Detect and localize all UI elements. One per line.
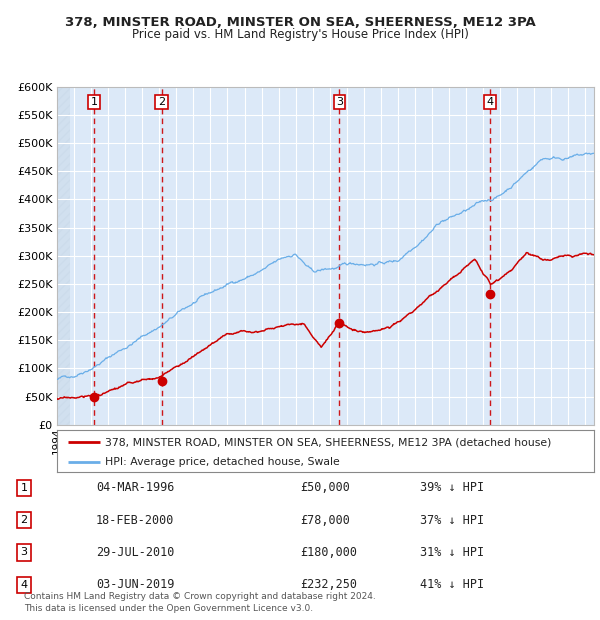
Text: 3: 3 [20,547,28,557]
Text: 39% ↓ HPI: 39% ↓ HPI [420,482,484,494]
Text: 378, MINSTER ROAD, MINSTER ON SEA, SHEERNESS, ME12 3PA (detached house): 378, MINSTER ROAD, MINSTER ON SEA, SHEER… [106,437,552,447]
Text: 1: 1 [91,97,97,107]
Text: HPI: Average price, detached house, Swale: HPI: Average price, detached house, Swal… [106,457,340,467]
Text: £232,250: £232,250 [300,578,357,591]
Text: £50,000: £50,000 [300,482,350,494]
Text: 31% ↓ HPI: 31% ↓ HPI [420,546,484,559]
Text: 29-JUL-2010: 29-JUL-2010 [96,546,175,559]
Text: 2: 2 [20,515,28,525]
Text: 4: 4 [20,580,28,590]
Text: 41% ↓ HPI: 41% ↓ HPI [420,578,484,591]
Text: 18-FEB-2000: 18-FEB-2000 [96,514,175,526]
Text: 378, MINSTER ROAD, MINSTER ON SEA, SHEERNESS, ME12 3PA: 378, MINSTER ROAD, MINSTER ON SEA, SHEER… [65,16,535,29]
Text: 03-JUN-2019: 03-JUN-2019 [96,578,175,591]
Text: £180,000: £180,000 [300,546,357,559]
Text: Price paid vs. HM Land Registry's House Price Index (HPI): Price paid vs. HM Land Registry's House … [131,28,469,41]
Text: £78,000: £78,000 [300,514,350,526]
Text: 37% ↓ HPI: 37% ↓ HPI [420,514,484,526]
Text: Contains HM Land Registry data © Crown copyright and database right 2024.
This d: Contains HM Land Registry data © Crown c… [24,591,376,613]
Bar [57,87,70,425]
Text: 2: 2 [158,97,165,107]
Text: 3: 3 [336,97,343,107]
Text: 1: 1 [20,483,28,493]
Text: 4: 4 [487,97,494,107]
Text: 04-MAR-1996: 04-MAR-1996 [96,482,175,494]
